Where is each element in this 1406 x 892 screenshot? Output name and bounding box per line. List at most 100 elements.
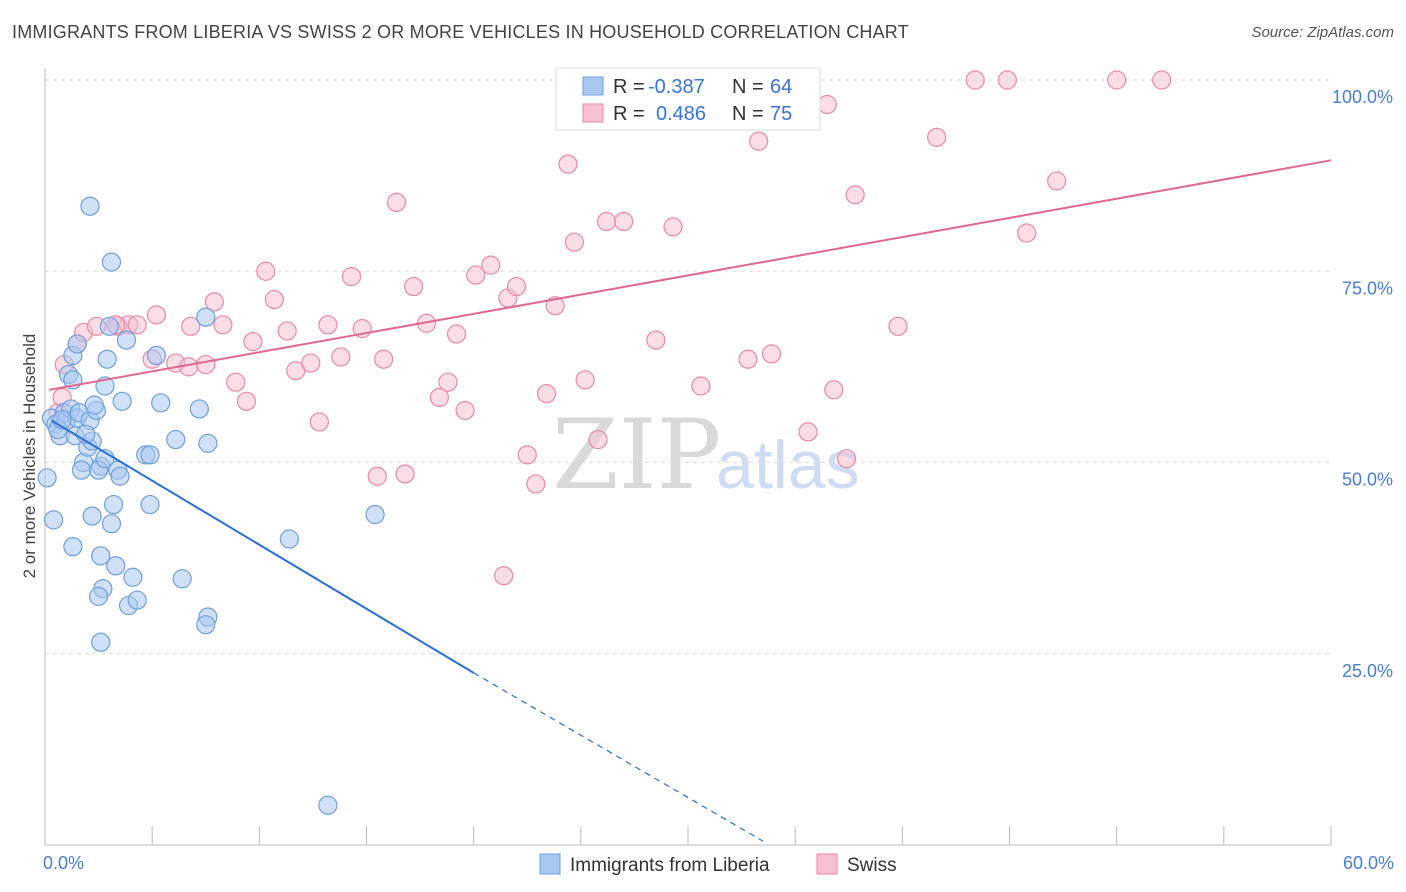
swiss-point — [614, 211, 634, 232]
swiss-point — [395, 464, 415, 484]
swiss-point — [646, 330, 666, 350]
swiss-point — [446, 324, 467, 344]
swiss-point — [564, 232, 585, 252]
liberia-trend-line — [50, 419, 475, 674]
swiss-point — [1152, 70, 1172, 90]
liberia-point — [91, 546, 111, 566]
liberia-point — [365, 504, 385, 525]
swiss-trend-line — [49, 159, 1332, 391]
legend-swatch-liberia — [582, 76, 604, 96]
liberia-point — [82, 506, 102, 526]
y-tick-label: 25.0% — [1342, 661, 1393, 681]
swiss-point — [243, 332, 263, 352]
liberia-point — [101, 252, 122, 272]
x-axis-ticks — [44, 826, 1332, 845]
liberia-point — [279, 529, 299, 549]
swiss-point — [429, 387, 449, 408]
swiss-point — [845, 185, 865, 205]
liberia-point — [97, 349, 117, 369]
swiss-point — [517, 445, 537, 465]
liberia-point — [318, 795, 338, 815]
y-axis-tick-labels: 25.0% 50.0% 75.0% 100.0% — [1332, 87, 1393, 681]
swiss-point — [264, 289, 284, 310]
swiss-point — [837, 449, 857, 469]
swiss-point — [404, 276, 424, 297]
liberia-point — [80, 196, 100, 216]
swiss-point — [438, 372, 458, 392]
liberia-point — [88, 586, 109, 606]
liberia-point — [112, 391, 132, 411]
swiss-points — [48, 70, 1172, 586]
swiss-point — [127, 315, 147, 335]
liberia-point — [146, 345, 167, 365]
swiss-point — [374, 349, 394, 369]
swiss-point — [798, 422, 818, 442]
swiss-point — [466, 265, 486, 285]
y-tick-label: 50.0% — [1342, 470, 1393, 490]
liberia-point — [67, 334, 87, 354]
swiss-point — [1047, 171, 1067, 191]
swiss-point — [318, 315, 338, 335]
liberia-point — [91, 632, 111, 652]
liberia-point — [123, 567, 143, 587]
swiss-point — [817, 94, 837, 115]
stats-legend: R = -0.387 N = 64 R = 0.486 N = 75 — [555, 67, 821, 131]
gridlines — [45, 79, 1331, 655]
liberia-point — [37, 468, 57, 488]
watermark-atlas-text: atlas — [716, 427, 860, 503]
x-tick-label-max: 60.0% — [1343, 853, 1394, 873]
legend-r-label-1: R = — [613, 76, 645, 98]
liberia-point — [198, 433, 218, 453]
liberia-point — [43, 510, 64, 530]
chart-title: IMMIGRANTS FROM LIBERIA VS SWISS 2 OR MO… — [12, 22, 909, 42]
swiss-point — [204, 292, 224, 312]
swiss-point — [927, 127, 947, 147]
y-tick-label: 75.0% — [1342, 278, 1393, 298]
swiss-point — [226, 372, 246, 392]
liberia-point — [99, 316, 119, 336]
swiss-point — [824, 380, 844, 400]
swiss-point — [888, 316, 908, 336]
liberia-point — [71, 460, 92, 480]
swiss-point — [301, 353, 321, 373]
liberia-point — [63, 537, 83, 557]
liberia-point — [101, 514, 122, 534]
legend-n-label-1: N = — [732, 76, 764, 98]
swiss-point — [367, 466, 387, 486]
series-legend: Immigrants from Liberia Swiss — [539, 853, 897, 876]
liberia-point — [116, 330, 137, 350]
bottom-legend-swatch-swiss — [816, 853, 838, 875]
bottom-legend-swatch-liberia — [539, 853, 561, 875]
swiss-point — [213, 315, 233, 335]
swiss-point — [738, 349, 758, 369]
legend-r-value-2: 0.486 — [656, 103, 706, 125]
liberia-point — [106, 556, 126, 576]
swiss-point — [506, 276, 527, 297]
swiss-point — [286, 361, 306, 381]
liberia-points — [37, 196, 385, 815]
swiss-point — [545, 296, 565, 316]
liberia-point — [151, 393, 171, 413]
swiss-point — [596, 211, 617, 232]
swiss-point — [526, 474, 546, 494]
bottom-legend-label-swiss: Swiss — [847, 855, 897, 876]
swiss-point — [386, 192, 407, 212]
swiss-point — [997, 70, 1017, 90]
swiss-point — [965, 70, 985, 90]
legend-n-value-1: 64 — [770, 76, 792, 98]
liberia-point — [189, 399, 209, 419]
liberia-point — [140, 445, 160, 465]
swiss-point — [588, 429, 608, 450]
trend-lines — [49, 159, 1332, 842]
y-axis-title: 2 or more Vehicles in Household — [20, 334, 39, 579]
liberia-trend-extension — [473, 672, 764, 842]
swiss-point — [256, 261, 276, 281]
liberia-point — [166, 429, 186, 450]
swiss-point — [663, 217, 683, 237]
swiss-point — [455, 400, 475, 421]
swiss-point — [341, 267, 362, 287]
legend-r-label-2: R = — [613, 103, 645, 125]
legend-swatch-swiss — [582, 103, 604, 123]
y-tick-label: 100.0% — [1332, 87, 1393, 107]
